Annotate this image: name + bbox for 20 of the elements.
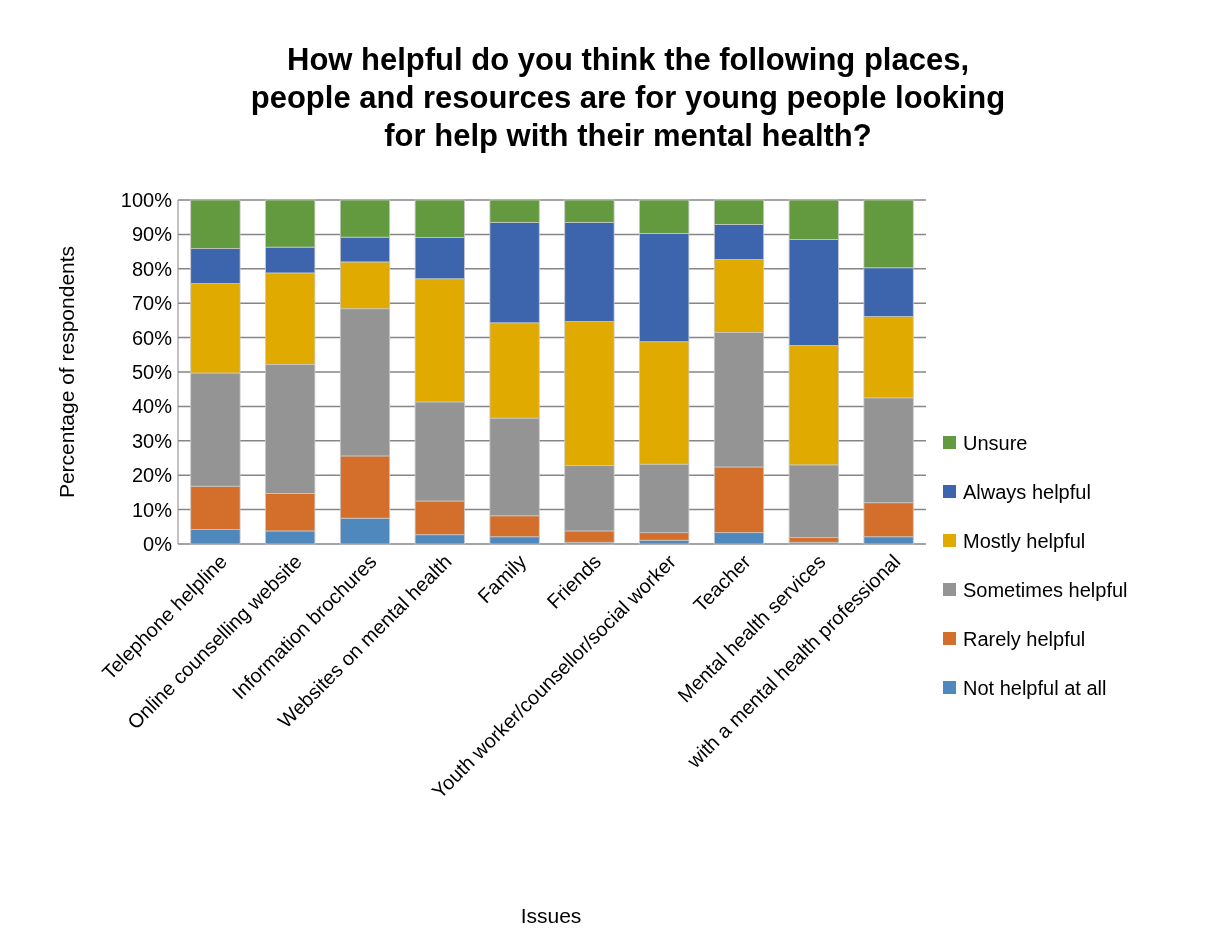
legend-label: Sometimes helpful — [963, 579, 1128, 601]
legend-label: Rarely helpful — [963, 628, 1086, 650]
y-tick-label: 90% — [131, 223, 173, 246]
y-tick-label: 100% — [120, 189, 173, 211]
legend-label: Unsure — [963, 432, 1028, 454]
y-tick-label: 70% — [131, 292, 173, 315]
y-tick-label: 10% — [131, 498, 173, 521]
y-tick-label: 30% — [131, 429, 173, 452]
chart-title: How helpful do you think the following places, people and resources are for young people looking for help with their mental health? — [250, 42, 1006, 153]
y-tick-label: 40% — [131, 395, 173, 418]
y-axis-title: Percentage of respondents — [55, 245, 78, 499]
legend-label: Mostly helpful — [963, 530, 1086, 552]
y-tick-label: 0% — [143, 533, 173, 555]
y-tick-label: 50% — [131, 361, 173, 383]
y-tick-label: 60% — [131, 326, 173, 349]
y-tick-label: 80% — [131, 257, 173, 280]
legend-label: Not helpful at all — [963, 677, 1107, 699]
x-axis-title: Issues — [520, 904, 582, 927]
y-tick-label: 20% — [131, 464, 173, 487]
legend-label: Always helpful — [963, 481, 1091, 503]
